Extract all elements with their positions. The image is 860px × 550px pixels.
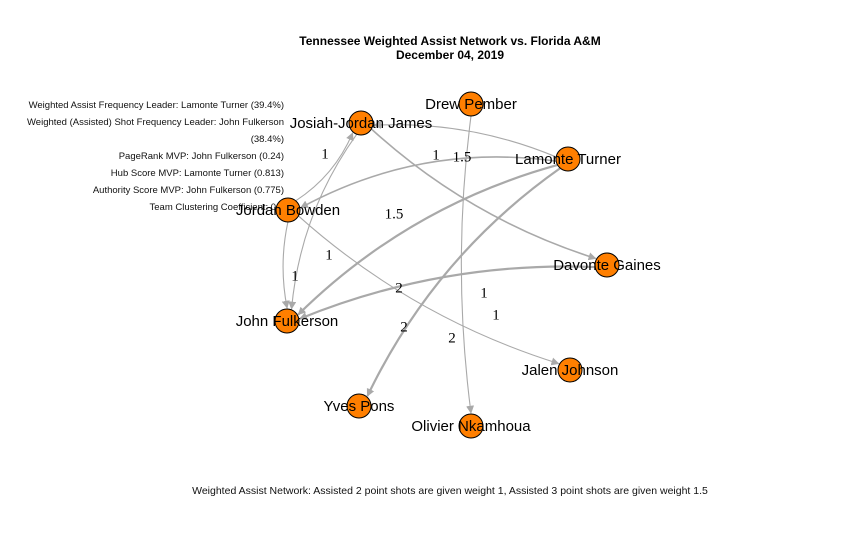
node-johnson bbox=[557, 357, 583, 383]
stat-shot-leader: Weighted (Assisted) Shot Frequency Leade… bbox=[27, 117, 284, 145]
chart-title: Tennessee Weighted Assist Network vs. Fl… bbox=[299, 34, 601, 48]
node-pember bbox=[458, 91, 484, 117]
stat-authority-score: Authority Score MVP: John Fulkerson (0.7… bbox=[92, 185, 284, 196]
node-nkamhoua bbox=[458, 413, 484, 439]
node-label-gaines: Davonte Gaines bbox=[553, 257, 661, 274]
stat-assist-leader: Weighted Assist Frequency Leader: Lamont… bbox=[28, 100, 284, 111]
edge-pember-nkamhoua bbox=[460, 115, 475, 414]
edge-weight-jjj-fulkerson: 1 bbox=[325, 247, 333, 263]
caption: Weighted Assist Network: Assisted 2 poin… bbox=[192, 485, 708, 497]
edge-weight-jjj-gaines: 1.5 bbox=[453, 149, 472, 165]
node-label-turner: Lamonte Turner bbox=[515, 151, 621, 168]
edge-weight-turner-jjj: 1 bbox=[432, 147, 440, 163]
node-fulkerson bbox=[274, 308, 300, 334]
node-jjj bbox=[348, 110, 374, 136]
node-label-pember: Drew Pember bbox=[425, 96, 517, 113]
node-turner bbox=[555, 146, 581, 172]
node-bowden bbox=[275, 197, 301, 223]
node-label-bowden: Jordan Bowden bbox=[236, 202, 340, 219]
edge-weight-gaines-fulkerson: 2 bbox=[400, 319, 408, 335]
edge-weight-bowden-johnson: 1 bbox=[480, 285, 488, 301]
node-label-nkamhoua: Olivier Nkamhoua bbox=[411, 418, 531, 435]
node-label-johnson: Jalen Johnson bbox=[522, 362, 619, 379]
edge-gaines-fulkerson bbox=[299, 265, 596, 320]
edge-turner-bowden bbox=[300, 156, 557, 209]
stats-panel: Weighted Assist Frequency Leader: Lamont… bbox=[0, 97, 284, 216]
edge-bowden-jjj bbox=[295, 132, 354, 202]
edge-bowden-fulkerson bbox=[281, 221, 290, 309]
node-gaines bbox=[594, 252, 620, 278]
nodes-layer: Josiah-Jordan James Drew Pember Lamonte Tu… bbox=[236, 91, 661, 439]
edge-turner-fulkerson bbox=[297, 163, 558, 316]
edges-layer bbox=[281, 115, 597, 414]
chart-subtitle: December 04, 2019 bbox=[395, 48, 505, 62]
edge-weight-turner-pons: 2 bbox=[448, 330, 456, 346]
edge-jjj-fulkerson bbox=[288, 133, 358, 310]
edge-weight-bowden-jjj: 1 bbox=[321, 146, 329, 162]
node-label-jjj: Josiah-Jordan James bbox=[290, 115, 433, 132]
edge-weight-turner-fulkerson: 2 bbox=[395, 280, 403, 296]
edge-bowden-johnson bbox=[298, 215, 560, 366]
edge-weight-turner-bowden: 1.5 bbox=[385, 206, 404, 222]
edge-weight-bowden-fulkerson: 1 bbox=[291, 268, 299, 284]
node-label-fulkerson: John Fulkerson bbox=[236, 313, 339, 330]
edge-turner-pons bbox=[366, 167, 561, 397]
stat-clustering: Team Clustering Coefficient: 0.6 bbox=[149, 202, 284, 213]
node-pons bbox=[346, 393, 372, 419]
node-label-pons: Yves Pons bbox=[324, 398, 395, 415]
edge-weight-pember-nkamhoua: 1 bbox=[492, 307, 500, 323]
edge-turner-jjj bbox=[373, 120, 557, 158]
stat-hub-score: Hub Score MVP: Lamonte Turner (0.813) bbox=[110, 168, 284, 179]
stat-pagerank: PageRank MVP: John Fulkerson (0.24) bbox=[118, 151, 284, 162]
edge-jjj-gaines bbox=[370, 128, 597, 261]
